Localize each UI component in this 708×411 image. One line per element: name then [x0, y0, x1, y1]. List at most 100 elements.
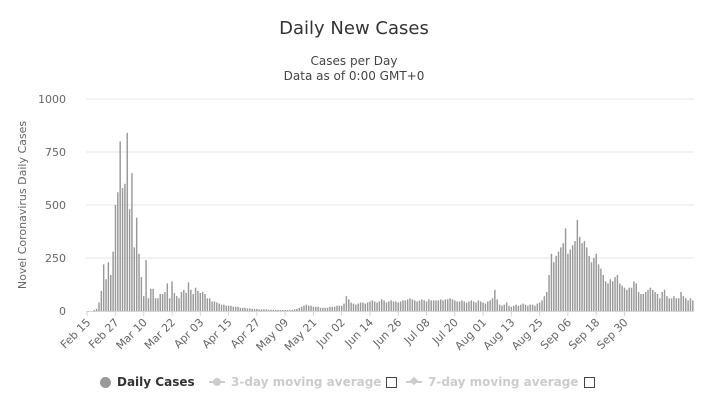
bar[interactable] [121, 188, 124, 311]
bar[interactable] [319, 307, 322, 311]
bar[interactable] [124, 183, 126, 311]
bar[interactable] [687, 300, 689, 311]
bar[interactable] [258, 309, 260, 311]
bar[interactable] [484, 303, 487, 311]
bar[interactable] [251, 308, 253, 311]
bar[interactable] [138, 253, 140, 311]
bar[interactable] [164, 291, 166, 311]
bar[interactable] [644, 291, 647, 311]
bar[interactable] [105, 279, 107, 311]
bar[interactable] [425, 301, 428, 311]
bar[interactable] [611, 281, 614, 311]
bar[interactable] [442, 300, 444, 311]
bar[interactable] [152, 288, 154, 311]
bar[interactable] [340, 305, 343, 311]
bar[interactable] [503, 304, 506, 311]
bar[interactable] [447, 299, 449, 311]
bar[interactable] [263, 309, 265, 311]
bar[interactable] [227, 305, 230, 311]
bar[interactable] [279, 309, 282, 311]
legend-item-7-day-average[interactable]: 7-day moving average [406, 375, 578, 389]
bar[interactable] [562, 243, 564, 311]
bar[interactable] [293, 309, 296, 311]
bar[interactable] [656, 294, 659, 311]
bar[interactable] [159, 294, 161, 311]
bar[interactable] [654, 291, 656, 311]
bar[interactable] [501, 305, 503, 311]
bar[interactable] [411, 299, 414, 311]
bar[interactable] [607, 283, 609, 311]
bar[interactable] [458, 301, 461, 311]
bar[interactable] [366, 302, 369, 311]
bar[interactable] [237, 306, 239, 311]
bar[interactable] [234, 306, 237, 311]
bar[interactable] [571, 245, 574, 311]
bar[interactable] [673, 296, 675, 311]
bar[interactable] [545, 291, 548, 311]
bar[interactable] [296, 308, 298, 311]
bar[interactable] [569, 249, 572, 311]
bar[interactable] [491, 298, 494, 311]
bar[interactable] [578, 236, 581, 311]
bar[interactable] [586, 247, 588, 311]
bar[interactable] [689, 298, 692, 311]
bar[interactable] [680, 291, 682, 311]
bar[interactable] [364, 303, 366, 311]
bar[interactable] [451, 299, 454, 311]
bar[interactable] [444, 299, 447, 311]
bar[interactable] [178, 298, 180, 311]
bar[interactable] [305, 304, 308, 311]
bar[interactable] [567, 253, 569, 311]
bar[interactable] [329, 306, 331, 311]
bar[interactable] [381, 299, 383, 311]
bar[interactable] [404, 300, 407, 311]
bar[interactable] [395, 301, 397, 311]
bar[interactable] [350, 302, 352, 311]
bar[interactable] [531, 304, 534, 311]
bar[interactable] [661, 291, 663, 311]
bar[interactable] [180, 291, 183, 311]
bar[interactable] [388, 301, 390, 311]
bar[interactable] [324, 307, 326, 311]
bar[interactable] [480, 301, 482, 311]
bar[interactable] [211, 301, 213, 311]
bar[interactable] [628, 287, 630, 311]
bar[interactable] [512, 305, 515, 311]
bar[interactable] [397, 302, 399, 311]
bar[interactable] [192, 294, 194, 311]
bar[interactable] [220, 304, 223, 311]
bar[interactable] [588, 255, 590, 311]
bar[interactable] [609, 279, 612, 311]
bar[interactable] [241, 307, 244, 311]
bar[interactable] [406, 299, 409, 311]
bar[interactable] [378, 301, 381, 311]
bar[interactable] [614, 277, 616, 311]
bar[interactable] [126, 132, 128, 311]
bar[interactable] [414, 300, 416, 311]
bar[interactable] [416, 301, 418, 311]
bar[interactable] [557, 251, 560, 311]
bar[interactable] [421, 299, 423, 311]
bar[interactable] [553, 262, 555, 311]
bar[interactable] [392, 301, 395, 311]
bar[interactable] [435, 300, 437, 311]
bar[interactable] [331, 306, 333, 311]
bar[interactable] [216, 302, 218, 311]
bar[interactable] [468, 301, 470, 311]
bar[interactable] [373, 301, 376, 311]
bar[interactable] [538, 302, 541, 311]
bar[interactable] [343, 303, 345, 311]
bar[interactable] [508, 305, 510, 311]
bar[interactable] [168, 298, 171, 311]
bar[interactable] [232, 306, 235, 311]
bar[interactable] [543, 296, 546, 311]
bar[interactable] [574, 241, 576, 311]
bar[interactable] [369, 301, 371, 311]
bar[interactable] [260, 309, 263, 311]
bar[interactable] [284, 309, 286, 311]
bar[interactable] [647, 289, 649, 311]
legend-item-daily-cases[interactable]: Daily Cases [100, 375, 195, 389]
bar[interactable] [663, 289, 666, 311]
bar[interactable] [477, 300, 480, 311]
bar[interactable] [616, 274, 619, 311]
